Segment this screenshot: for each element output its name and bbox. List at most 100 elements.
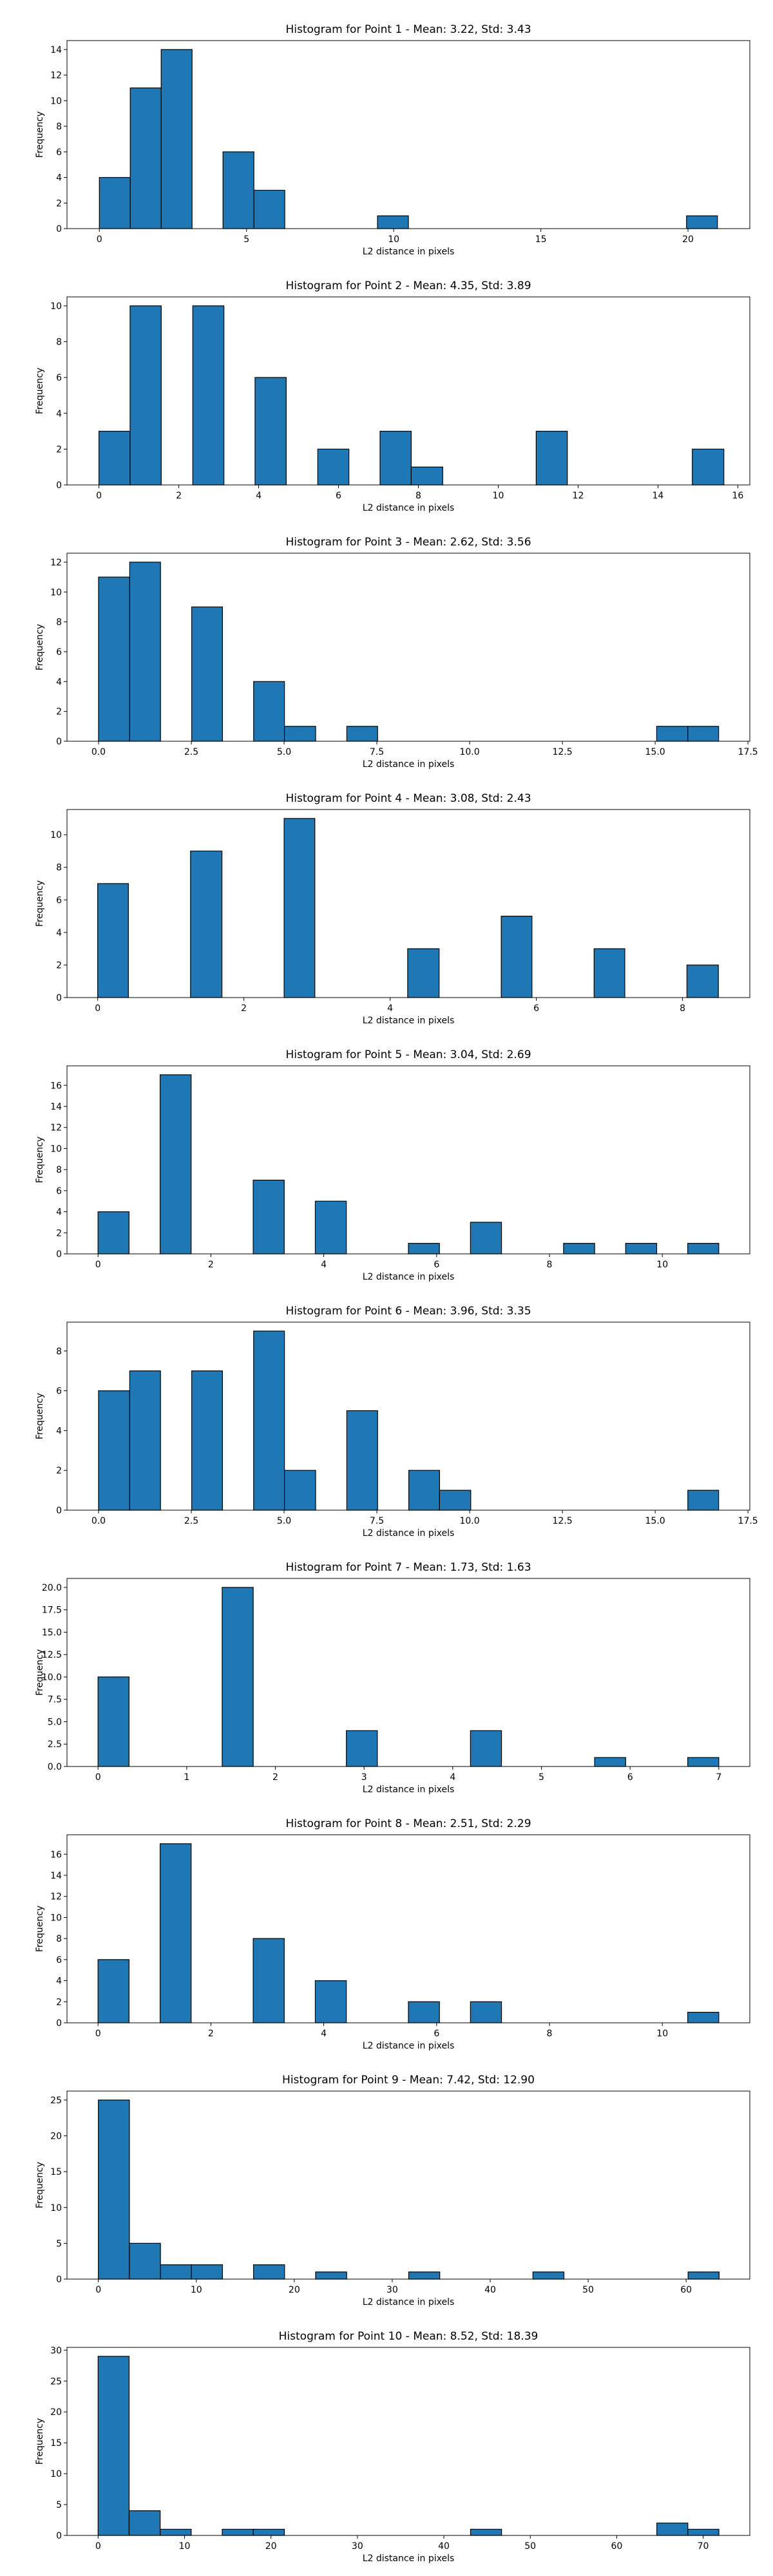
y-tick-label: 10 — [50, 587, 62, 598]
histogram-bar — [253, 1331, 285, 1511]
x-axis-label: L2 distance in pixels — [363, 2041, 455, 2051]
histogram-bar — [687, 2271, 720, 2280]
x-tick-label: 0 — [95, 2029, 101, 2039]
histogram-bar — [191, 606, 223, 742]
histogram-bar — [686, 215, 718, 229]
y-tick-label: 0 — [56, 1506, 62, 1516]
y-tick-label: 14 — [50, 1102, 62, 1112]
histogram-bar — [686, 964, 719, 998]
histogram-bar — [222, 2528, 254, 2536]
axes-frame — [66, 809, 750, 998]
x-tick-label: 2 — [241, 1003, 247, 1014]
y-tick-label: 7.5 — [48, 1695, 62, 1705]
histogram-bar — [314, 1200, 347, 1255]
histogram-panel-10: 0 10 20 30 40 50 60 70 0 5 10 15 20 25 30 Histogram for… — [35, 2330, 750, 2564]
histogram-bar — [410, 466, 443, 486]
x-tick-label: 10 — [493, 491, 504, 501]
x-tick-label: 0.0 — [91, 747, 106, 757]
y-tick-label: 25 — [50, 2376, 62, 2387]
histogram-bar — [283, 1470, 316, 1511]
y-tick-label: 10 — [50, 96, 62, 106]
chart-title: Histogram for Point 2 - Mean: 4.35, Std:… — [285, 279, 531, 292]
chart-title: Histogram for Point 8 - Mean: 2.51, Std:… — [285, 1817, 531, 1830]
y-tick-label: 20 — [50, 2132, 62, 2142]
x-tick-label: 2.5 — [184, 1516, 198, 1526]
x-tick-label: 15.0 — [645, 1516, 665, 1526]
histogram-bar — [593, 948, 625, 998]
x-tick-label: 60 — [680, 2285, 692, 2295]
x-tick-label: 70 — [698, 2541, 709, 2552]
y-tick-label: 10 — [50, 830, 62, 840]
x-tick-label: 1 — [184, 1772, 189, 1783]
x-tick-label: 6 — [434, 1260, 439, 1270]
x-tick-label: 10 — [656, 1260, 668, 1270]
histogram-bar — [687, 2012, 720, 2023]
x-tick-label: 6 — [336, 491, 341, 501]
axes-frame — [66, 40, 750, 229]
chart-title: Histogram for Point 6 - Mean: 3.96, Std:… — [285, 1305, 531, 1318]
histogram-bar — [439, 1490, 472, 1511]
histogram-bar — [625, 1243, 658, 1255]
x-tick-label: 6 — [533, 1003, 539, 1014]
y-tick-label: 14 — [50, 45, 62, 55]
histogram-bar — [99, 176, 131, 229]
histogram-bar — [346, 726, 378, 742]
x-tick-label: 10 — [179, 2541, 191, 2552]
y-axis-label: Frequency — [35, 1393, 45, 1439]
histogram-bar — [379, 430, 412, 486]
histogram-bar — [470, 1222, 502, 1255]
axes-frame — [66, 1065, 750, 1255]
y-tick-label: 8 — [56, 1934, 62, 1944]
histogram-bar — [687, 1757, 720, 1767]
y-tick-label: 0.0 — [48, 1762, 62, 1772]
histogram-bar — [346, 1410, 378, 1511]
histogram-bar — [535, 430, 568, 486]
x-tick-label: 2.5 — [184, 747, 198, 757]
y-tick-label: 0 — [56, 2018, 62, 2029]
y-tick-label: 12 — [50, 558, 62, 568]
x-tick-label: 8 — [547, 1260, 553, 1270]
y-tick-label: 0 — [56, 737, 62, 747]
axes-frame — [66, 1834, 750, 2023]
x-tick-label: 10 — [191, 2285, 202, 2295]
histogram-bar — [346, 1730, 378, 1767]
histogram-bar — [656, 2523, 689, 2536]
y-tick-label: 16 — [50, 1081, 62, 1091]
y-axis-label: Frequency — [35, 1649, 45, 1696]
y-tick-label: 0 — [56, 224, 62, 234]
x-tick-label: 3 — [361, 1772, 367, 1783]
x-tick-label: 0.0 — [91, 1516, 106, 1526]
axes-frame — [66, 2090, 750, 2280]
histogram-bar — [314, 1980, 347, 2023]
y-tick-label: 4 — [56, 409, 62, 419]
y-tick-label: 12.5 — [42, 1650, 62, 1660]
x-tick-label: 0 — [97, 234, 102, 245]
histogram-bar — [160, 2264, 192, 2280]
x-axis-label: L2 distance in pixels — [363, 1785, 455, 1795]
x-tick-label: 4 — [321, 2029, 327, 2039]
y-tick-label: 0 — [56, 2275, 62, 2285]
y-tick-label: 6 — [56, 647, 62, 658]
x-tick-label: 20 — [265, 2541, 277, 2552]
y-axis-label: Frequency — [35, 624, 45, 670]
histogram-bar — [408, 2271, 441, 2280]
x-tick-label: 4 — [321, 1260, 327, 1270]
y-tick-label: 10 — [50, 1913, 62, 1923]
histogram-bar — [254, 377, 287, 486]
histogram-bar — [687, 1243, 720, 1255]
y-tick-label: 12 — [50, 1892, 62, 1902]
x-tick-label: 0 — [96, 491, 102, 501]
histogram-bar — [253, 681, 285, 742]
histogram-bar — [253, 189, 285, 229]
x-tick-label: 10.0 — [459, 1516, 479, 1526]
y-tick-label: 4 — [56, 1976, 62, 1987]
y-tick-label: 4 — [56, 677, 62, 687]
x-axis-label: L2 distance in pixels — [363, 2553, 455, 2564]
y-tick-label: 25 — [50, 2096, 62, 2106]
y-tick-label: 0 — [56, 1249, 62, 1260]
histogram-bar — [191, 2264, 223, 2280]
histogram-bar — [408, 1470, 441, 1511]
x-tick-label: 30 — [352, 2541, 363, 2552]
histogram-bar — [692, 448, 725, 486]
